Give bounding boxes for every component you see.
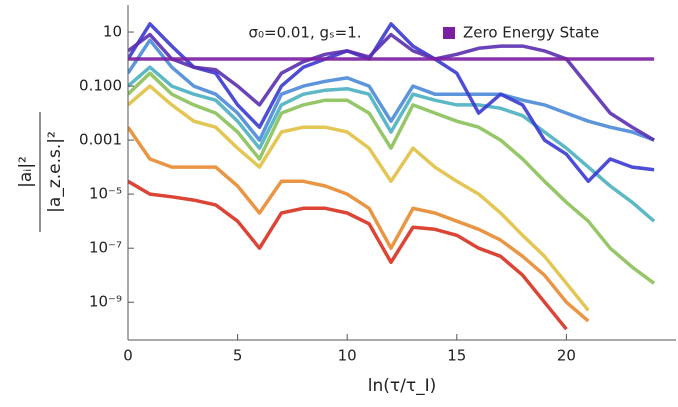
series-line: [128, 71, 656, 285]
legend-label: Zero Energy State: [463, 24, 599, 42]
series-line: [128, 65, 656, 223]
y-label-numerator: |aᵢ|²: [16, 156, 36, 188]
x-tick-label: 0: [123, 347, 133, 365]
x-tick-label: 10: [338, 347, 357, 365]
x-tick-label: 15: [447, 347, 466, 365]
x-tick-label: 5: [233, 347, 243, 365]
x-axis-label: ln(τ/τ_I): [368, 376, 436, 396]
y-tick-label: 10⁻⁵: [89, 185, 122, 203]
y-tick-label: 10: [103, 23, 122, 41]
y-tick-label: 10⁻⁷: [89, 239, 122, 257]
y-tick-label: 0.100: [79, 77, 122, 95]
series-line: [128, 38, 655, 142]
series-line: [128, 84, 590, 312]
series-line: [128, 22, 655, 184]
plot-area: [128, 22, 656, 331]
y-label-denominator: |a_z.e.s.|²: [45, 131, 65, 213]
y-tick-label: 0.001: [79, 131, 122, 149]
series-line: [128, 126, 590, 323]
y-axis-label: |aᵢ|² |a_z.e.s.|²: [16, 112, 65, 232]
annotation: σ₀=0.01, gₛ=1.: [248, 24, 361, 42]
x-tick-label: 20: [557, 347, 576, 365]
legend-swatch: [443, 27, 455, 39]
series-line: [128, 179, 568, 331]
y-tick-label: 10⁻⁹: [89, 293, 122, 311]
